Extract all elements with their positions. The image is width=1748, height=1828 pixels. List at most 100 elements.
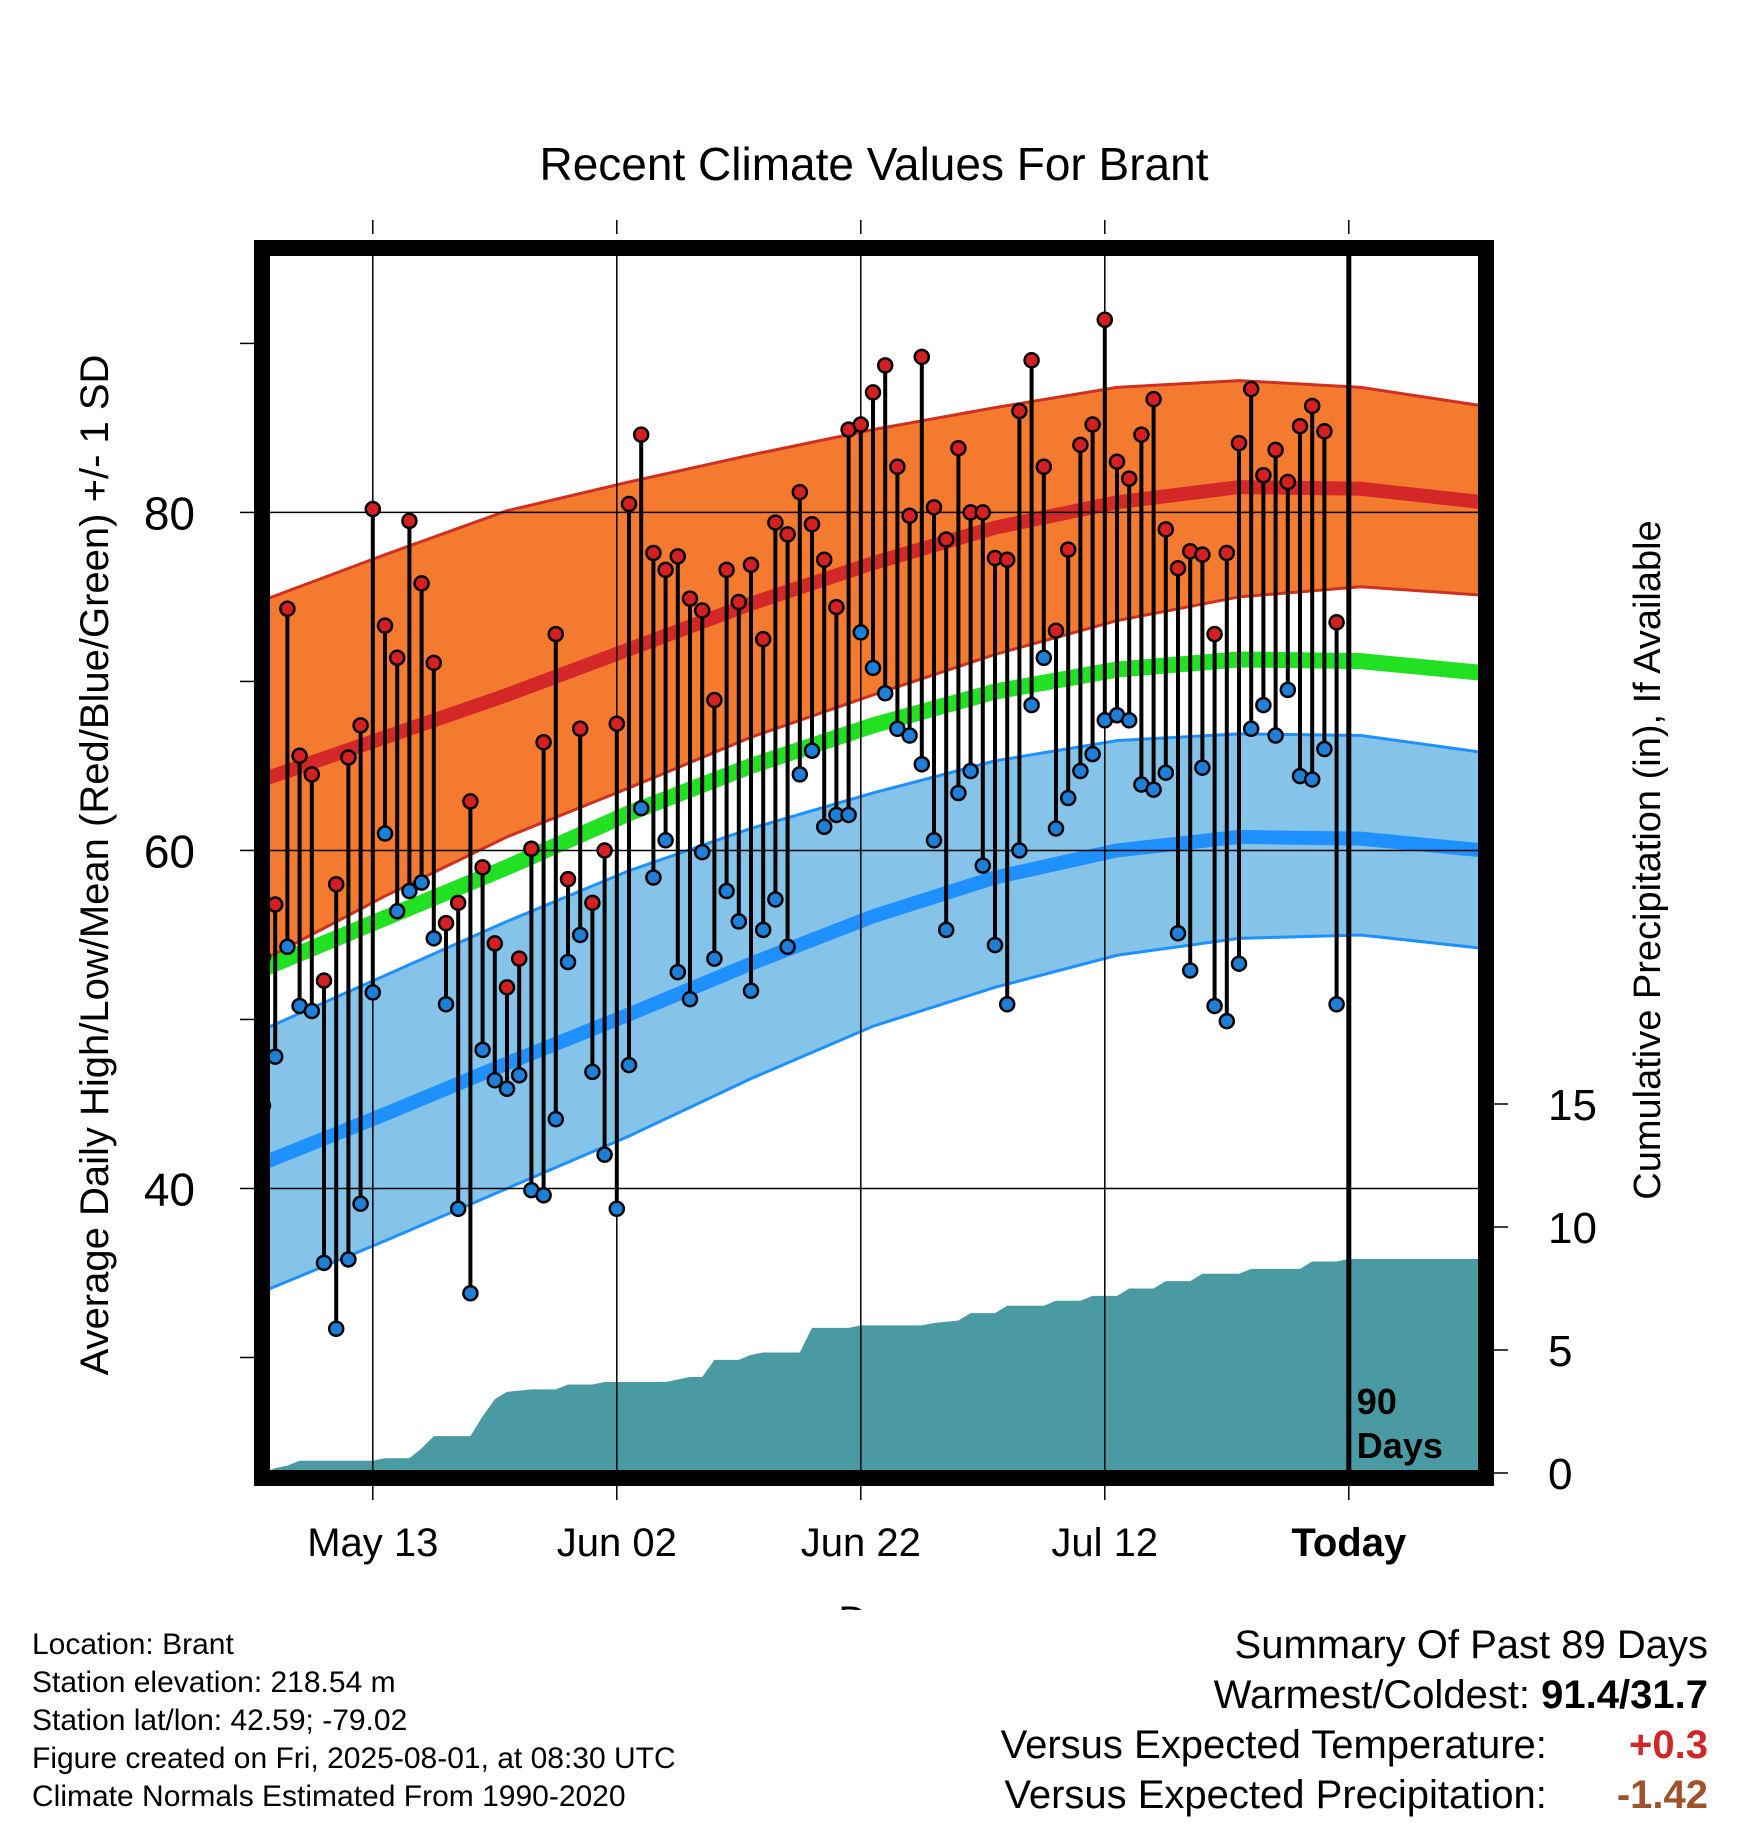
daily-high-point-15 <box>437 914 455 932</box>
daily-high-point-4 <box>303 766 321 783</box>
daily-low-point-41 <box>754 921 772 939</box>
normal-mean-line <box>270 651 1478 975</box>
daily-high-point-16 <box>449 894 467 912</box>
daily-low-point-39 <box>730 913 748 930</box>
y2-tick-label-5: 5 <box>1548 1327 1572 1376</box>
daily-low-point-2 <box>279 938 296 956</box>
daily-low-point-26 <box>571 926 589 944</box>
daily-high-point-72 <box>1133 426 1150 443</box>
daily-low-point-74 <box>1157 764 1175 781</box>
normals-text: Climate Normals Estimated From 1990-2020 <box>32 1780 626 1813</box>
daily-low-point-57 <box>950 784 967 802</box>
daily-high-point-6 <box>327 876 345 893</box>
daily-high-point-62 <box>1011 402 1028 420</box>
daily-high-point-71 <box>1120 470 1138 487</box>
daily-low-point-24 <box>547 1110 565 1128</box>
daily-low-point-23 <box>535 1186 552 1204</box>
plot-frame <box>254 240 1494 1486</box>
x-axis-label: Day <box>838 1599 909 1610</box>
daily-low-point-61 <box>998 996 1016 1013</box>
daily-high-point-28 <box>596 842 613 859</box>
daily-high-point-82 <box>1255 466 1272 484</box>
daily-low-point-84 <box>1279 681 1297 699</box>
daily-high-point-32 <box>645 544 662 562</box>
daily-high-point-70 <box>1108 453 1126 470</box>
daily-high-point-20 <box>498 979 516 996</box>
high-band-lower-edge <box>270 585 1478 959</box>
daily-low-point-58 <box>962 762 979 780</box>
daily-low-point-5 <box>315 1254 333 1272</box>
daily-high-point-75 <box>1169 559 1187 577</box>
y-tick-label-60: 60 <box>144 825 195 877</box>
temp-label: Versus Expected Temperature: <box>1000 1723 1547 1767</box>
normal-low-line <box>270 829 1478 1168</box>
daily-high-point-44 <box>791 483 809 501</box>
daily-high-point-43 <box>779 526 796 543</box>
y2-tick-label-15: 15 <box>1548 1081 1597 1130</box>
daily-high-point-40 <box>742 556 760 574</box>
daily-low-point-60 <box>986 936 1004 954</box>
daily-high-point-83 <box>1267 441 1284 459</box>
today-marker-number: 90 <box>1357 1381 1397 1422</box>
daily-high-point-73 <box>1145 390 1162 408</box>
daily-low-point-73 <box>1145 781 1162 798</box>
latlon-text: Station lat/lon: 42.59; -79.02 <box>32 1704 408 1737</box>
precip-label: Versus Expected Precipitation: <box>1004 1773 1547 1817</box>
daily-high-point-26 <box>571 720 589 738</box>
daily-low-point-16 <box>449 1200 467 1218</box>
daily-low-point-52 <box>889 720 906 738</box>
daily-high-point-66 <box>1059 541 1077 558</box>
daily-low-point-54 <box>913 756 931 773</box>
daily-high-point-53 <box>901 507 918 525</box>
daily-high-point-49 <box>852 416 870 433</box>
daily-low-point-34 <box>669 963 687 981</box>
daily-low-point-80 <box>1230 955 1248 972</box>
daily-high-point-42 <box>767 514 784 531</box>
warmest-label: Warmest/Coldest: <box>1213 1673 1531 1717</box>
daily-high-point-87 <box>1316 423 1333 440</box>
daily-low-point-1 <box>270 1048 284 1065</box>
daily-low-point-64 <box>1035 649 1053 667</box>
daily-high-point-1 <box>270 896 284 913</box>
daily-high-point-77 <box>1194 546 1211 563</box>
daily-high-point-67 <box>1072 436 1089 454</box>
low-band-lower-edge <box>270 933 1478 1291</box>
daily-high-point-14 <box>425 654 443 672</box>
daily-high-point-64 <box>1035 458 1053 476</box>
daily-low-point-17 <box>462 1285 479 1302</box>
cumulative-precip-area <box>270 1258 1478 1472</box>
daily-low-point-15 <box>437 996 455 1013</box>
daily-high-point-50 <box>864 384 882 401</box>
daily-low-point-43 <box>779 938 796 956</box>
daily-high-point-45 <box>803 516 821 533</box>
daily-low-point-9 <box>364 984 382 1001</box>
daily-low-point-77 <box>1194 759 1211 776</box>
station-info: Location: Brant Station elevation: 218.5… <box>32 1626 676 1816</box>
daily-high-point-51 <box>876 357 894 374</box>
daily-high-point-24 <box>547 625 565 643</box>
daily-low-point-59 <box>974 857 992 874</box>
daily-low-point-38 <box>718 882 735 900</box>
x-tick-label-3: Jul 12 <box>1051 1521 1158 1565</box>
daily-high-point-34 <box>669 548 687 565</box>
daily-low-point-55 <box>925 832 943 849</box>
daily-low-point-56 <box>937 921 955 939</box>
x-tick-label-1: Jun 02 <box>557 1521 677 1565</box>
daily-high-point-86 <box>1303 397 1321 415</box>
daily-high-point-78 <box>1206 625 1223 643</box>
daily-high-point-39 <box>730 593 748 611</box>
daily-low-point-65 <box>1047 820 1065 837</box>
daily-low-point-82 <box>1255 696 1272 714</box>
y2-tick-label-0: 0 <box>1548 1450 1572 1499</box>
daily-high-point-68 <box>1084 416 1101 433</box>
daily-low-point-30 <box>620 1056 638 1074</box>
daily-high-point-19 <box>486 935 504 952</box>
x-tick-label-4: Today <box>1291 1521 1407 1565</box>
temp-value: +0.3 <box>1629 1723 1708 1767</box>
daily-low-point-4 <box>303 1002 321 1020</box>
daily-high-point-3 <box>291 747 308 765</box>
daily-high-point-47 <box>828 598 845 616</box>
daily-high-point-10 <box>376 617 394 634</box>
daily-high-point-12 <box>401 512 418 530</box>
